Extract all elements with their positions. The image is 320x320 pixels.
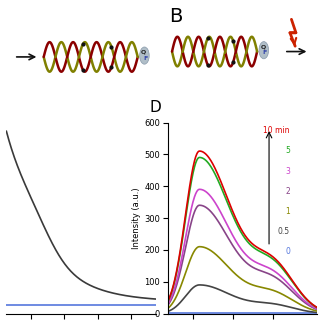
Text: 10 min: 10 min bbox=[263, 126, 290, 135]
Text: 2: 2 bbox=[285, 187, 290, 196]
Text: 3: 3 bbox=[285, 166, 290, 175]
Circle shape bbox=[259, 42, 268, 59]
Text: B: B bbox=[169, 7, 182, 26]
Text: 5: 5 bbox=[285, 147, 290, 156]
Text: 0.5: 0.5 bbox=[278, 227, 290, 236]
Text: F: F bbox=[143, 56, 147, 61]
Text: F: F bbox=[262, 50, 267, 55]
Text: 1: 1 bbox=[285, 207, 290, 216]
Text: Q: Q bbox=[260, 44, 266, 49]
Text: 0: 0 bbox=[285, 247, 290, 256]
Y-axis label: Intensity (a.u.): Intensity (a.u.) bbox=[132, 187, 141, 249]
Text: Q: Q bbox=[141, 50, 147, 55]
Circle shape bbox=[140, 47, 149, 64]
Text: D: D bbox=[150, 100, 161, 115]
